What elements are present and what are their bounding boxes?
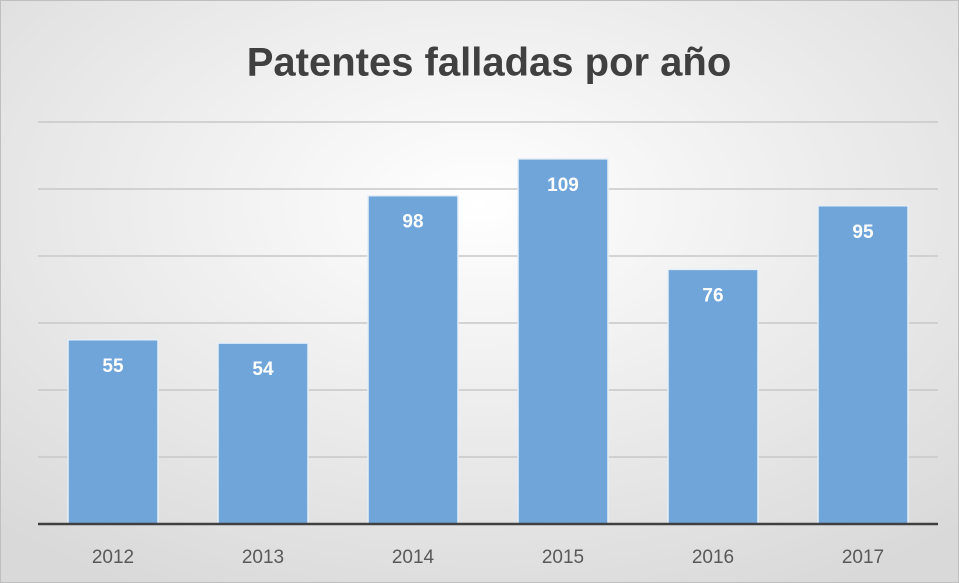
bar — [217, 342, 309, 525]
bar — [817, 205, 909, 525]
bar — [367, 194, 459, 525]
data-label: 54 — [252, 359, 274, 380]
chart-title: Patentes falladas por año — [247, 41, 732, 85]
data-label: 55 — [102, 356, 124, 377]
x-tick-label: 2015 — [542, 547, 584, 568]
x-tick-label: 2013 — [242, 547, 284, 568]
bar — [517, 158, 609, 525]
data-label: 109 — [547, 175, 579, 196]
x-tick-label: 2016 — [692, 547, 734, 568]
x-tick-label: 2017 — [842, 547, 884, 568]
data-label: 95 — [852, 222, 874, 243]
x-tick-label: 2014 — [392, 547, 435, 568]
data-label: 98 — [402, 212, 423, 233]
data-label: 76 — [702, 285, 723, 306]
bar — [67, 339, 159, 525]
x-tick-label: 2012 — [92, 547, 134, 568]
bar — [667, 268, 759, 525]
